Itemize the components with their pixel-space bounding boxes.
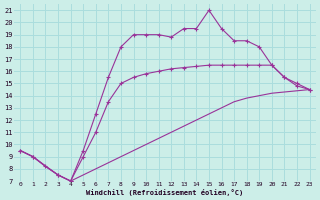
X-axis label: Windchill (Refroidissement éolien,°C): Windchill (Refroidissement éolien,°C): [86, 189, 244, 196]
